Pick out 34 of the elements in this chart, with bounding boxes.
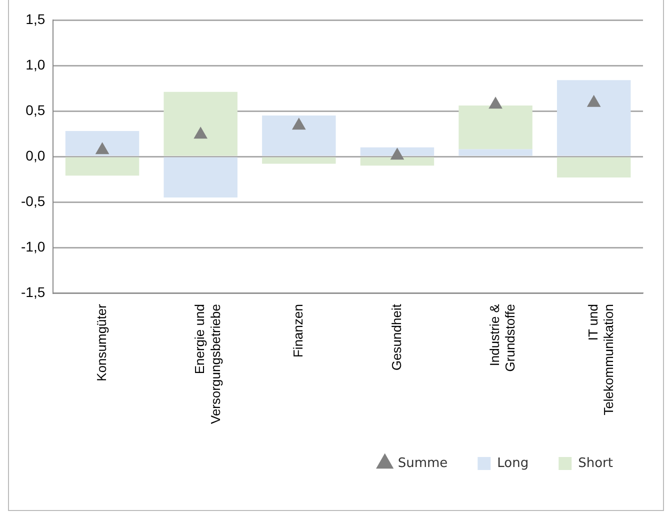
bar: [164, 92, 238, 156]
bar: [360, 147, 434, 156]
point: [292, 118, 306, 130]
bar: [65, 157, 140, 176]
point: [488, 97, 502, 109]
x-tick-label: Konsumgüter: [94, 303, 109, 382]
y-tick-label: 0,5: [26, 102, 46, 118]
y-tick-label: -1,5: [21, 284, 46, 300]
point: [194, 127, 208, 139]
y-tick-label: 1,5: [26, 10, 46, 27]
y-tick-label: -1,0: [21, 238, 46, 254]
y-tick-label: 1,0: [26, 56, 46, 72]
bar: [65, 131, 140, 156]
x-tick-label: Finanzen: [290, 304, 306, 358]
point: [390, 148, 404, 160]
bar: [458, 149, 532, 156]
bar: [262, 157, 336, 164]
x-tick-label: IT und Telekommunikation: [585, 304, 616, 416]
bar: [458, 106, 532, 150]
point: [96, 142, 109, 154]
bar: [164, 157, 238, 198]
x-tick-label: Energie und Versorgungsbetriebe: [192, 304, 223, 424]
x-tick-label: Industrie & Grundstoffe: [487, 304, 518, 372]
bar: [556, 80, 631, 156]
y-tick-label: 0,0: [26, 147, 46, 164]
x-tick-label: Gesundheit: [388, 304, 404, 371]
y-tick-label: -0,5: [21, 192, 46, 209]
bar: [556, 157, 631, 178]
point: [587, 95, 600, 107]
legend-label: Long: [497, 456, 529, 471]
legend-label: Summe: [398, 456, 448, 471]
bar: [360, 157, 434, 166]
legend-label: Short: [578, 456, 614, 471]
bar: [262, 116, 336, 156]
